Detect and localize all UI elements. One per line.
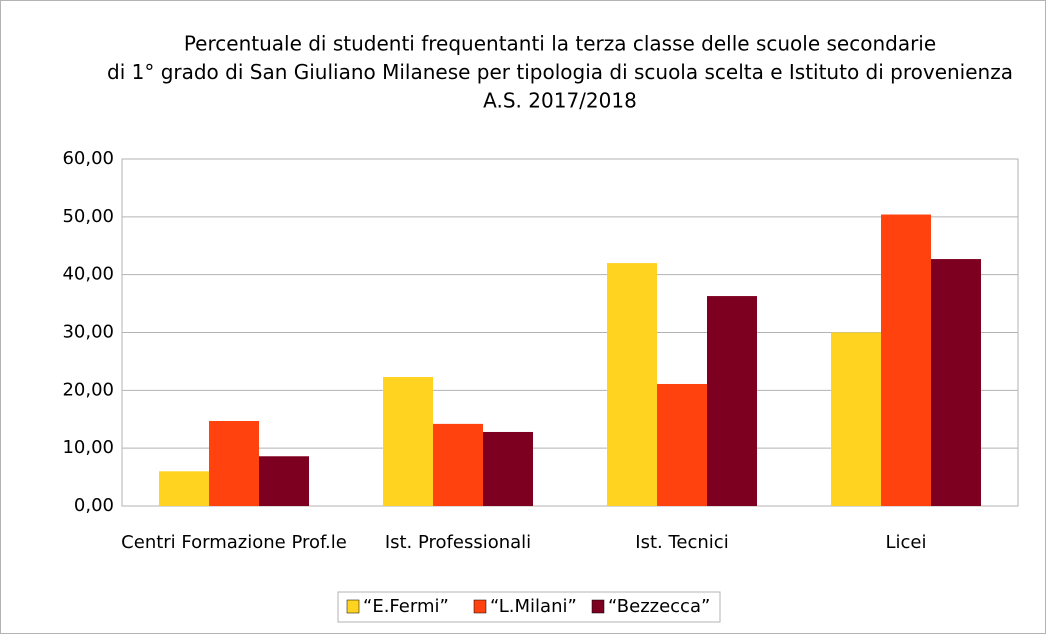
legend-box bbox=[337, 591, 721, 623]
chart-title: di 1° grado di San Giuliano Milanese per… bbox=[107, 60, 1013, 84]
legend-swatch bbox=[473, 599, 487, 614]
x-tick-label: Centri Formazione Prof.le bbox=[121, 532, 347, 553]
bar bbox=[881, 214, 931, 506]
bar bbox=[259, 456, 309, 506]
legend-label: “Bezzecca” bbox=[608, 596, 710, 617]
bar bbox=[483, 431, 533, 506]
chart-title: Percentuale di studenti frequentanti la … bbox=[184, 32, 936, 56]
bar bbox=[707, 296, 757, 506]
bar bbox=[831, 332, 881, 506]
bar bbox=[209, 420, 259, 506]
x-tick-label: Ist. Professionali bbox=[385, 532, 531, 553]
y-tick-label: 50,00 bbox=[62, 206, 114, 227]
bar bbox=[931, 259, 981, 506]
legend-label: “L.Milani” bbox=[490, 596, 577, 617]
y-tick-label: 0,00 bbox=[74, 495, 114, 516]
legend-label: “E.Fermi” bbox=[363, 596, 449, 617]
y-tick-label: 40,00 bbox=[62, 264, 114, 285]
bar bbox=[657, 383, 707, 506]
x-tick-label: Ist. Tecnici bbox=[635, 532, 728, 553]
bar bbox=[433, 423, 483, 506]
y-tick-label: 20,00 bbox=[62, 379, 114, 400]
y-tick-label: 10,00 bbox=[62, 437, 114, 458]
y-tick-label: 60,00 bbox=[62, 148, 114, 169]
y-tick-label: 30,00 bbox=[62, 322, 114, 343]
legend-swatch bbox=[591, 599, 605, 614]
legend-swatch bbox=[346, 599, 360, 614]
chart-title: A.S. 2017/2018 bbox=[483, 89, 637, 113]
bar bbox=[383, 377, 433, 506]
bar bbox=[607, 263, 657, 506]
x-tick-label: Licei bbox=[885, 532, 926, 553]
bar bbox=[159, 471, 209, 506]
